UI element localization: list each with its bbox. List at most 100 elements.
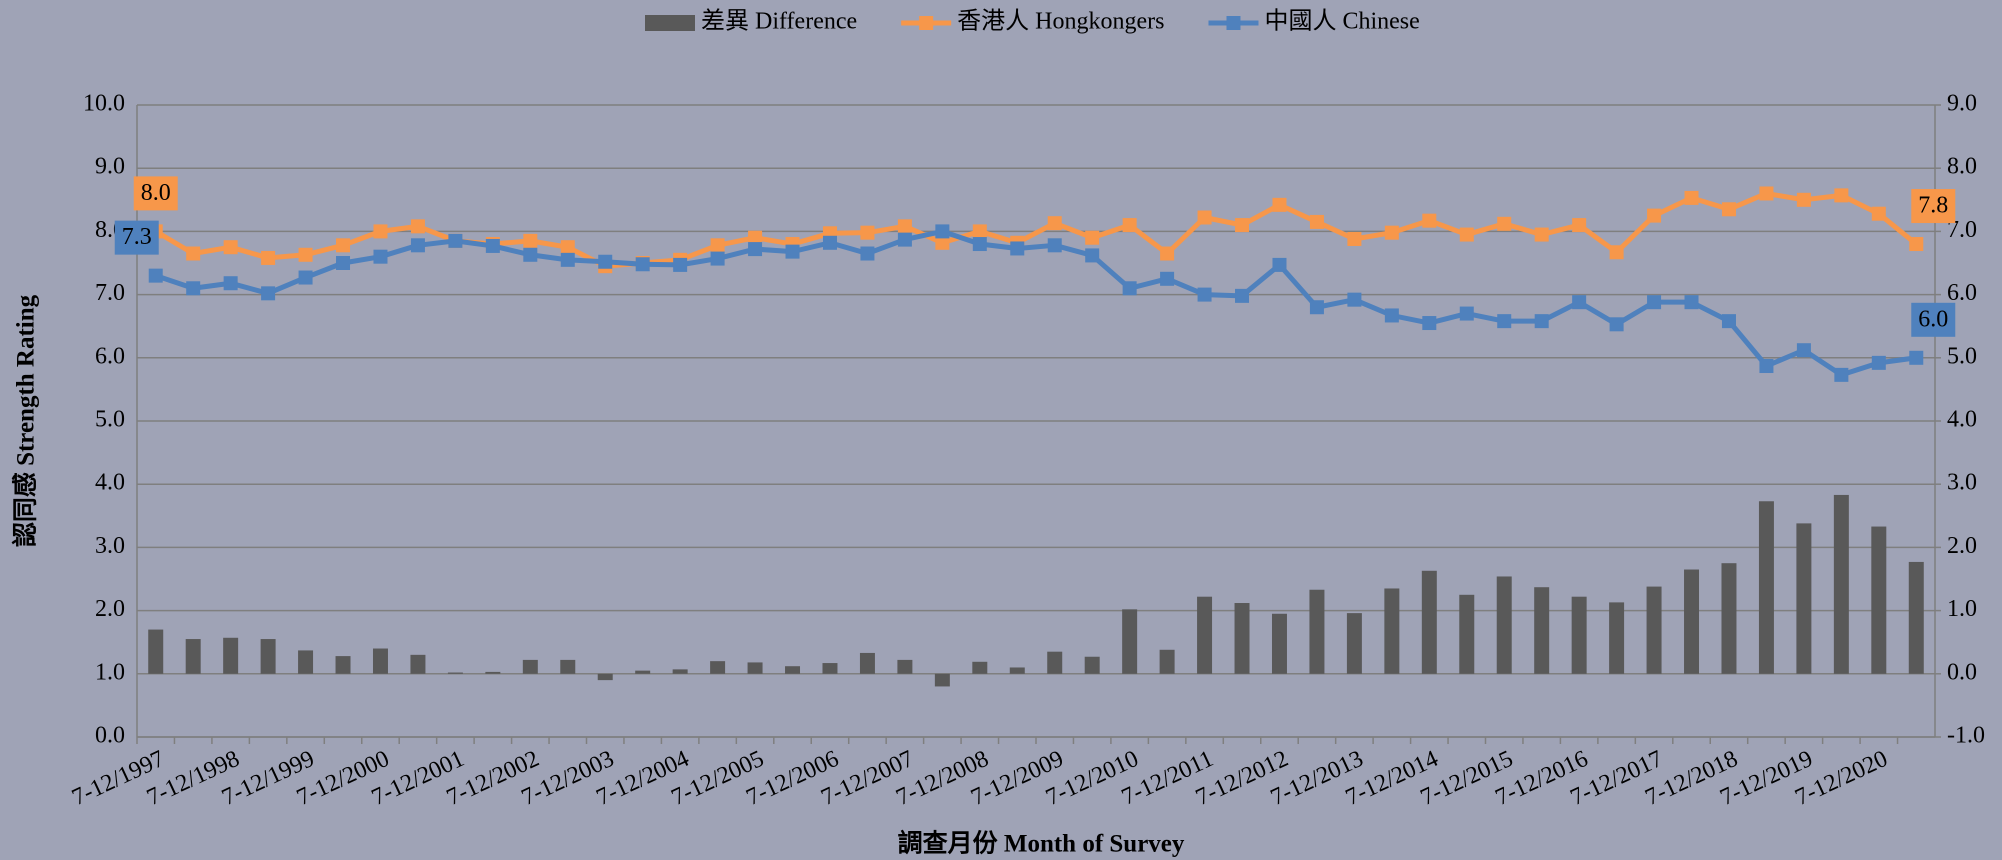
marker (1459, 306, 1474, 321)
marker (1534, 227, 1549, 242)
bar (560, 659, 576, 674)
marker (1834, 188, 1849, 203)
marker (1647, 208, 1662, 223)
marker (822, 235, 837, 250)
y-axis-label: 認同感 Strength Rating (11, 294, 40, 547)
marker (1309, 300, 1324, 315)
marker (186, 281, 201, 296)
marker (1122, 281, 1137, 296)
marker (1909, 350, 1924, 365)
marker (336, 238, 351, 253)
bar (1346, 613, 1362, 674)
bar (1609, 602, 1625, 674)
bar (485, 671, 501, 674)
bar (1197, 596, 1213, 674)
bar (972, 661, 988, 674)
marker (523, 233, 538, 248)
marker (1759, 186, 1774, 201)
marker (935, 224, 950, 239)
marker (1459, 227, 1474, 242)
y2-tick-label: 0.0 (1947, 659, 1977, 685)
marker (1871, 206, 1886, 221)
marker (1721, 314, 1736, 329)
marker (1796, 343, 1811, 358)
bar (1758, 501, 1774, 674)
bar (298, 650, 314, 674)
legend-swatch (645, 15, 695, 31)
data-label: 8.0 (141, 180, 171, 206)
bar (1871, 526, 1887, 674)
marker (485, 238, 500, 253)
marker (1497, 314, 1512, 329)
marker (1047, 238, 1062, 253)
marker (785, 244, 800, 259)
marker (1721, 202, 1736, 217)
marker (1871, 355, 1886, 370)
y2-tick-label: 4.0 (1947, 407, 1977, 433)
marker (1347, 231, 1362, 246)
bar (522, 659, 538, 674)
marker (261, 250, 276, 265)
y-tick-label: 4.0 (95, 470, 125, 496)
y2-tick-label: 8.0 (1947, 154, 1977, 180)
marker (1796, 192, 1811, 207)
marker (1010, 241, 1025, 256)
bar (822, 663, 838, 674)
bar (223, 637, 239, 674)
bar (597, 673, 613, 681)
bar (1421, 570, 1437, 674)
data-label: 7.8 (1918, 193, 1948, 219)
marker (972, 237, 987, 252)
bar (185, 639, 201, 674)
bar (1122, 609, 1138, 674)
marker (1384, 308, 1399, 323)
bar (1684, 569, 1700, 674)
marker (1197, 287, 1212, 302)
bar (1796, 523, 1812, 674)
bar (897, 659, 913, 674)
y-tick-label: 1.0 (95, 659, 125, 685)
marker (560, 240, 575, 255)
marker (598, 254, 613, 269)
marker (186, 246, 201, 261)
marker (1085, 248, 1100, 263)
marker (1122, 218, 1137, 233)
bar (1908, 561, 1924, 674)
data-label-box (114, 220, 159, 255)
y2-tick-label: -1.0 (1947, 723, 1985, 749)
marker (1497, 216, 1512, 231)
bar (710, 661, 726, 674)
bar (1721, 563, 1737, 674)
marker (1572, 295, 1587, 310)
marker (336, 256, 351, 270)
data-label-box (1911, 302, 1956, 337)
bar (635, 670, 651, 674)
bar (1009, 667, 1025, 674)
data-label-box (133, 176, 178, 211)
marker (935, 235, 950, 250)
y2-tick-label: 6.0 (1947, 280, 1977, 306)
marker (410, 219, 425, 234)
legend-label: 香港人 Hongkongers (957, 8, 1164, 35)
marker (972, 224, 987, 239)
marker (635, 257, 650, 272)
marker (448, 233, 463, 248)
bar (1159, 649, 1175, 674)
marker (1197, 210, 1212, 225)
marker (1272, 257, 1287, 272)
marker (1834, 367, 1849, 382)
marker (748, 230, 763, 245)
bar (1309, 589, 1325, 674)
y-tick-label: 6.0 (95, 343, 125, 369)
marker (523, 247, 538, 262)
y2-tick-label: 2.0 (1947, 533, 1977, 559)
y-tick-label: 0.0 (95, 723, 125, 749)
marker (1572, 218, 1587, 233)
legend: 差異 Difference 香港人 Hongkongers 中國人 Chinese (645, 8, 1420, 35)
marker (1909, 237, 1924, 252)
data-label-box (1911, 189, 1956, 224)
bar (335, 656, 351, 674)
